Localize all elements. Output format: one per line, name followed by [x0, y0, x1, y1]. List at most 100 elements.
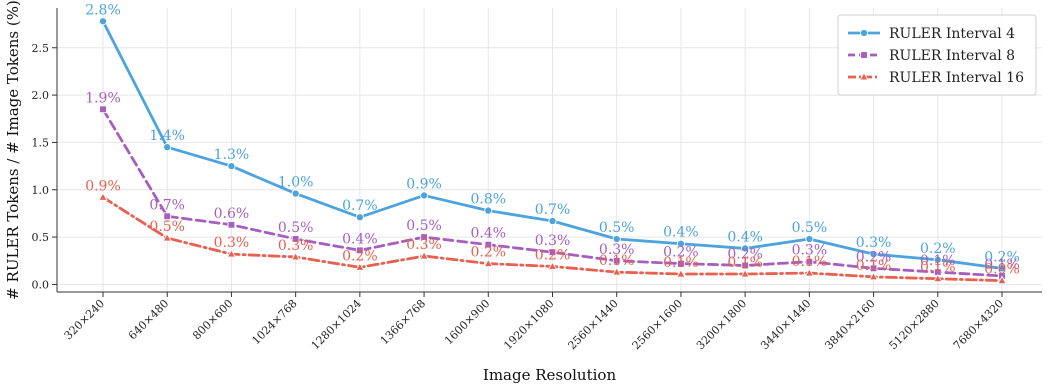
data-label: 0.1% — [599, 253, 635, 269]
legend-label: RULER Interval 16 — [889, 70, 1024, 86]
data-point — [933, 255, 942, 264]
y-tick-label: 1.0 — [32, 184, 50, 197]
data-point — [483, 258, 494, 268]
data-label: 0.2% — [470, 245, 506, 261]
data-label: 1.0% — [278, 175, 314, 191]
data-label: 0.1% — [663, 255, 699, 271]
data-point — [997, 264, 1007, 273]
data-label: 0.8% — [470, 192, 506, 208]
data-point — [611, 266, 622, 276]
y-tick-label: 1.5 — [32, 136, 50, 149]
data-point — [612, 256, 621, 265]
data-point — [484, 206, 493, 215]
data-label: 0.4% — [727, 229, 763, 245]
data-label: 0.1% — [920, 253, 956, 269]
x-tick-label: 1600×900 — [442, 297, 492, 347]
data-label: 0.7% — [535, 202, 571, 218]
legend-marker — [859, 28, 869, 38]
data-point — [163, 143, 172, 152]
data-label: 0.2% — [342, 248, 378, 264]
data-label: 0.9% — [406, 176, 442, 192]
x-tick-label: 2560×1440 — [566, 297, 621, 352]
data-point — [997, 275, 1007, 285]
data-point — [290, 251, 301, 261]
data-label: 0.5% — [406, 218, 442, 234]
data-point — [163, 212, 172, 221]
data-label: 0.1% — [856, 258, 892, 274]
data-label: 0.2% — [535, 247, 571, 263]
data-label: 0.2% — [984, 249, 1020, 265]
data-label: 0.2% — [920, 241, 956, 257]
data-label: 0.1% — [792, 254, 828, 270]
legend-marker — [859, 71, 869, 81]
data-point — [868, 271, 879, 281]
y-tick-label: 0.0 — [32, 278, 50, 291]
data-point — [355, 213, 364, 222]
y-axis-title: # RULER Tokens / # Image Tokens (%) — [4, 0, 22, 300]
data-label: 0.2% — [727, 246, 763, 262]
data-point — [548, 216, 557, 226]
x-tick-label: 5120×2880 — [887, 297, 942, 352]
data-label: 0.2% — [663, 245, 699, 261]
data-labels: 2.8% 1.4% 1.3% 1.0% 0.7% 0.9% 0.8% 0.7% 0.5% 0.4%… — [85, 2, 1020, 277]
x-tick-label: 3440×1440 — [758, 297, 813, 352]
data-label: 0.1% — [727, 255, 763, 271]
legend-label: RULER Interval 4 — [889, 26, 1015, 42]
data-label: 0.5% — [599, 220, 635, 236]
data-point — [741, 244, 750, 253]
x-tick-label: 320×240 — [62, 297, 107, 342]
data-label: 1.9% — [85, 90, 121, 106]
data-label: 1.3% — [214, 147, 250, 163]
data-point — [291, 235, 300, 243]
data-label: 0.7% — [342, 198, 378, 214]
data-label: 0.5% — [149, 219, 185, 235]
data-point — [805, 257, 814, 266]
data-point — [612, 234, 621, 244]
x-tick-label: 2560×1600 — [630, 297, 685, 352]
x-tick-label: 640×480 — [126, 297, 171, 342]
data-label: 0.3% — [535, 233, 571, 249]
y-tick-label: 2.0 — [32, 89, 50, 102]
data-point — [99, 105, 107, 114]
x-axis-title: Image Resolution — [483, 366, 617, 384]
data-point — [804, 267, 815, 277]
x-tick-label: 3840×2160 — [822, 297, 877, 352]
legend: RULER Interval 4 RULER Interval 8 RULER In… — [837, 14, 1037, 96]
data-label: 0.3% — [856, 235, 892, 251]
data-label: 0.0% — [984, 262, 1020, 278]
x-tick-label: 3200×1800 — [694, 297, 749, 352]
x-tick-label: 800×600 — [190, 297, 235, 342]
data-label: 0.9% — [85, 178, 121, 194]
data-label: 0.1% — [920, 260, 956, 276]
x-tick-label: 1280×1024 — [309, 297, 364, 352]
data-label: 1.4% — [149, 128, 185, 144]
data-label: 0.5% — [792, 220, 828, 236]
data-label: 0.6% — [214, 206, 250, 222]
data-point — [226, 249, 237, 258]
data-label: 0.3% — [792, 243, 828, 259]
data-point — [420, 191, 429, 200]
data-point — [98, 192, 108, 201]
data-label: 0.3% — [406, 237, 442, 253]
x-tick-label: 1920×1080 — [501, 297, 556, 352]
data-label: 2.8% — [85, 2, 121, 18]
data-point — [548, 248, 557, 257]
series-lines — [98, 17, 1007, 285]
data-point — [484, 240, 493, 249]
data-point — [676, 239, 685, 248]
data-point — [420, 233, 428, 241]
x-tick-label: 1366×768 — [378, 297, 428, 347]
x-tick-label: 1024×768 — [249, 297, 299, 347]
data-point — [869, 250, 878, 259]
data-point — [740, 268, 750, 278]
data-point — [162, 232, 172, 242]
data-label: 0.4% — [342, 231, 378, 247]
data-point — [805, 234, 814, 244]
legend-label: RULER Interval 8 — [889, 48, 1015, 64]
legend-box — [837, 14, 1037, 96]
grid — [57, 8, 1042, 292]
data-point — [677, 259, 685, 268]
data-label: 0.1% — [984, 257, 1020, 273]
data-label: 0.2% — [856, 249, 892, 265]
